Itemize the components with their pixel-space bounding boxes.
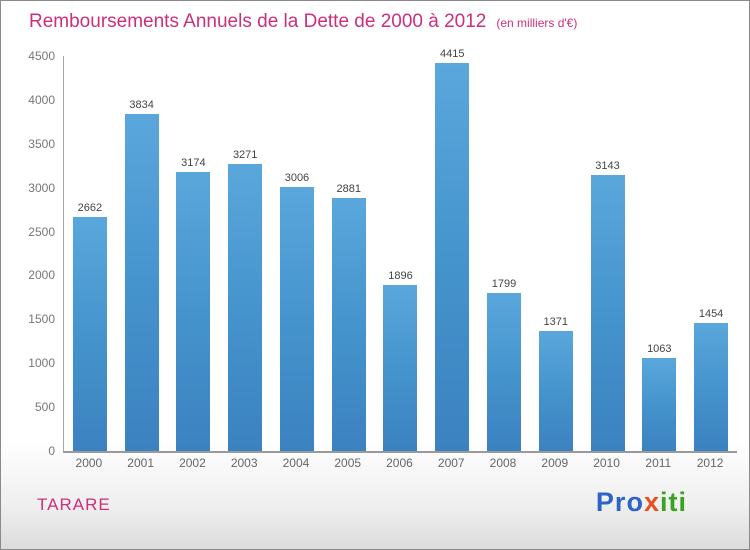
bar <box>124 114 159 451</box>
y-tick-label: 3500 <box>28 136 55 151</box>
bar <box>228 164 263 451</box>
x-tick-label: 2000 <box>75 456 103 470</box>
x-tick-label: 2008 <box>489 456 517 470</box>
x-tick-label: 2009 <box>541 456 569 470</box>
bar-slot: 1371 <box>530 316 582 451</box>
bar-value-label: 3006 <box>284 172 310 184</box>
bar-value-label: 1454 <box>698 308 724 320</box>
logo-letter: i <box>678 487 687 517</box>
bar-value-label: 3271 <box>232 149 258 161</box>
bar-slot: 3174 <box>168 157 220 451</box>
x-tick-label: 2004 <box>282 456 310 470</box>
bar <box>590 175 625 451</box>
x-tick-label: 2002 <box>179 456 206 470</box>
bar <box>176 172 211 451</box>
chart-title: Remboursements Annuels de la Dette de 20… <box>29 11 487 32</box>
bar-slot: 3143 <box>582 160 634 451</box>
y-tick-label: 0 <box>48 444 55 458</box>
x-axis-labels: 2000 2001 2002 2003 2004 2005 2006 2007 2008 2009… <box>63 456 736 470</box>
x-tick-label: 2012 <box>696 456 724 470</box>
bar <box>383 285 418 451</box>
bar-slot: 1799 <box>478 278 530 451</box>
bar-value-label: 1063 <box>647 343 672 355</box>
x-tick-label: 2007 <box>437 456 465 470</box>
logo-letter: i <box>659 487 669 517</box>
bar <box>279 187 314 451</box>
bar <box>694 323 729 451</box>
bar <box>538 331 573 451</box>
logo-letter: r <box>614 487 627 517</box>
bar-slot: 3006 <box>271 172 323 451</box>
bar-value-label: 1799 <box>491 278 517 290</box>
bar-value-label: 3834 <box>129 99 154 111</box>
plot-area: 2662 3834 3174 3271 3006 2881 1896 4415 1799 1371… <box>63 48 737 453</box>
bar <box>331 198 366 451</box>
bar-slot: 1454 <box>685 308 737 451</box>
org-name: TARARE <box>37 495 111 514</box>
bar-slot: 1896 <box>375 270 427 451</box>
y-tick-label: 2000 <box>28 268 55 283</box>
bar-value-label: 4415 <box>440 48 465 60</box>
bar-value-label: 3143 <box>595 160 620 172</box>
bar-slot: 2881 <box>323 183 375 451</box>
logo-letter: x <box>643 487 660 517</box>
logo-letter: P <box>595 487 615 517</box>
chart-subtitle: (en milliers d'€) <box>496 16 578 30</box>
bar-value-label: 2662 <box>77 202 103 214</box>
bar <box>72 217 107 451</box>
proxiti-logo: Proxiti <box>596 487 687 518</box>
y-tick-label: 500 <box>34 400 55 415</box>
bar-slot: 4415 <box>426 48 478 451</box>
bar <box>487 293 521 451</box>
y-tick-label: 4000 <box>28 92 55 107</box>
bar-slot: 3834 <box>116 99 168 451</box>
y-tick-label: 1000 <box>28 356 55 371</box>
y-tick-label: 4500 <box>28 49 55 63</box>
bar-value-label: 1371 <box>543 316 569 328</box>
bar-value-label: 2881 <box>336 183 361 195</box>
x-tick-label: 2005 <box>334 456 362 470</box>
chart-header: Remboursements Annuels de la Dette de 20… <box>29 11 734 33</box>
x-tick-label: 2010 <box>593 456 620 470</box>
logo-letter: o <box>626 487 644 517</box>
y-tick-label: 1500 <box>28 312 55 327</box>
bar-slot: 1063 <box>633 343 685 451</box>
bar <box>435 63 470 451</box>
x-tick-label: 2011 <box>645 456 672 470</box>
bar-value-label: 1896 <box>388 270 413 282</box>
bar-slot: 2662 <box>64 202 116 451</box>
bar-slot: 3271 <box>219 149 271 451</box>
x-tick-label: 2001 <box>127 456 154 470</box>
x-tick-label: 2006 <box>386 456 413 470</box>
bar <box>642 358 677 451</box>
x-tick-label: 2003 <box>230 456 258 470</box>
bar-value-label: 3174 <box>181 157 206 169</box>
bars-container: 2662 3834 3174 3271 3006 2881 1896 4415 1799 1371… <box>64 48 737 451</box>
logo-letter: t <box>668 487 679 517</box>
y-tick-label: 2500 <box>28 224 55 239</box>
y-tick-label: 3000 <box>28 180 55 195</box>
